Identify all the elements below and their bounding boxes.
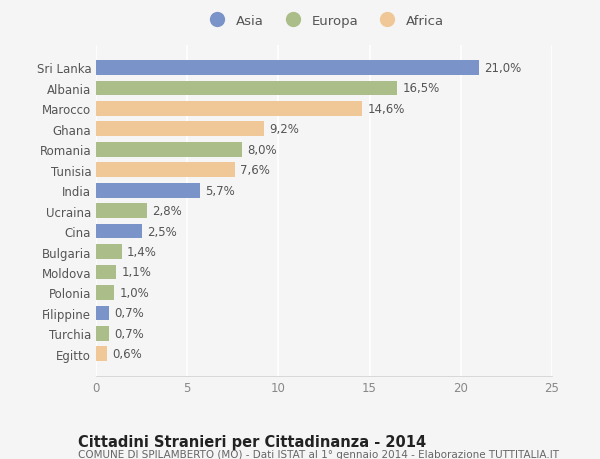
Bar <box>96 81 397 96</box>
Bar <box>96 61 479 76</box>
Bar <box>96 326 109 341</box>
Text: 1,0%: 1,0% <box>120 286 149 299</box>
Bar <box>96 224 142 239</box>
Bar <box>96 347 107 361</box>
Bar <box>96 306 109 320</box>
Text: 0,7%: 0,7% <box>114 307 144 319</box>
Text: 16,5%: 16,5% <box>403 82 440 95</box>
Text: 2,5%: 2,5% <box>147 225 177 238</box>
Text: 8,0%: 8,0% <box>247 143 277 157</box>
Bar <box>96 143 242 157</box>
Legend: Asia, Europa, Africa: Asia, Europa, Africa <box>199 9 449 33</box>
Text: COMUNE DI SPILAMBERTO (MO) - Dati ISTAT al 1° gennaio 2014 - Elaborazione TUTTIT: COMUNE DI SPILAMBERTO (MO) - Dati ISTAT … <box>78 449 559 459</box>
Bar <box>96 204 147 218</box>
Bar <box>96 184 200 198</box>
Text: Cittadini Stranieri per Cittadinanza - 2014: Cittadini Stranieri per Cittadinanza - 2… <box>78 434 426 449</box>
Text: 14,6%: 14,6% <box>368 103 405 116</box>
Text: 1,1%: 1,1% <box>122 266 151 279</box>
Text: 5,7%: 5,7% <box>205 184 235 197</box>
Bar <box>96 122 264 137</box>
Text: 0,6%: 0,6% <box>112 347 142 360</box>
Bar <box>96 245 122 259</box>
Bar <box>96 265 116 280</box>
Bar <box>96 285 114 300</box>
Text: 7,6%: 7,6% <box>240 164 270 177</box>
Text: 2,8%: 2,8% <box>152 205 182 218</box>
Text: 21,0%: 21,0% <box>485 62 522 75</box>
Bar <box>96 163 235 178</box>
Text: 9,2%: 9,2% <box>269 123 299 136</box>
Text: 1,4%: 1,4% <box>127 246 157 258</box>
Bar <box>96 102 362 117</box>
Text: 0,7%: 0,7% <box>114 327 144 340</box>
